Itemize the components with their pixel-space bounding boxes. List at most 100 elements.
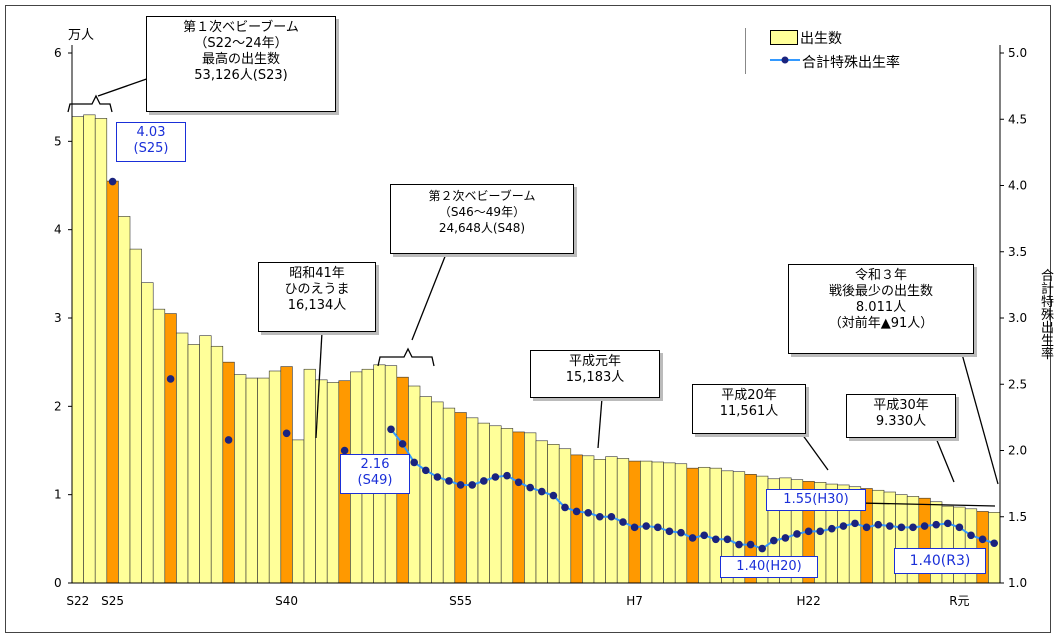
tfr-point [654,523,662,532]
x-tick-label: S22 [66,594,89,608]
tfr-label-r3: 1.40(R3) [894,548,986,574]
tfr-point [967,531,975,540]
birth-bar [872,489,885,584]
tfr-point [920,522,929,530]
birth-bar [698,466,711,584]
birth-bar [651,461,664,584]
tfr-point [700,531,708,540]
legend-label-tfr: 合計特殊出生率 [802,55,900,71]
tfr-label-h20: 1.40(H20) [720,556,818,578]
annotation-hinoeuma: 昭和41年 ひのえうま 16,134人 [258,262,376,332]
annotation-baby-boom-2: 第２次ベビーブーム （S46～49年） 24,648人(S48) [390,184,574,254]
birth-bar [199,335,212,584]
x-tick-label: H22 [796,594,820,608]
leader-line [597,397,603,449]
tfr-point [746,540,755,549]
birth-bar [210,345,224,584]
x-tick-label: H7 [626,594,643,608]
y-right-tick-label: 5.0 [1008,46,1027,60]
x-tick-label: S25 [101,594,124,608]
y-left-tick-label: 3 [54,311,62,325]
birth-bar [466,417,479,584]
tfr-point [398,440,407,448]
tfr-point [480,477,488,485]
tfr-point [340,446,349,455]
tfr-point [561,503,569,512]
birth-bar [524,432,537,584]
y-left-tick-label: 2 [54,399,62,413]
tfr-point [526,483,534,492]
birth-bar [257,377,270,584]
birth-bar [129,248,142,584]
tfr-label-s49: 2.16 (S49) [340,454,410,494]
annotation-baby-boom-1: 第１次ベビーブーム （S22～24年） 最高の出生数 53,126人(S23) [146,16,336,112]
birth-bar [222,361,235,584]
annotation-reiwa-3: 令和３年 戦後最少の出生数 8.011人 （対前年▲91人） [788,264,974,354]
x-tick-label: S55 [449,594,472,608]
birth-bar [106,180,119,584]
tfr-point [862,523,871,532]
birth-bar [442,407,456,584]
tfr-point [816,527,824,536]
birth-bar [419,396,432,584]
birth-bar [582,455,595,584]
birth-bar [118,216,131,584]
brace-baby-boom-1 [67,94,113,113]
tfr-point [619,518,627,526]
birth-bar [535,440,548,584]
birth-bar [176,332,189,584]
y-left-unit: 万人 [68,28,95,43]
tfr-point [491,473,500,481]
tfr-point [828,524,836,533]
birth-bar [187,344,200,584]
y-right-tick-label: 3.0 [1008,311,1027,325]
y-right-tick-label: 4.0 [1008,179,1027,193]
tfr-point [224,436,233,444]
tfr-point [596,512,604,521]
leader-line [801,433,829,471]
tfr-point [282,429,291,438]
y-left-tick-label: 1 [54,488,62,502]
birth-bar [489,425,502,584]
birth-bar [94,118,108,584]
birth-bar [454,412,467,584]
tfr-point [503,471,511,480]
birth-bar [686,467,699,584]
birth-bar [152,308,166,584]
tfr-point [108,177,117,186]
birth-bar [268,370,282,584]
tfr-point [804,527,813,536]
tfr-point [456,481,465,489]
birth-bar [164,313,177,584]
y-right-tick-label: 2.0 [1008,444,1027,458]
birth-bar [477,422,490,584]
tfr-point [781,534,790,542]
y-right-tick-label: 1.0 [1008,576,1027,590]
tfr-point [607,512,616,521]
tfr-point [410,458,419,467]
tfr-point [978,535,987,544]
legend-line-swatch [770,56,800,64]
annotation-heisei-1: 平成元年 15,183人 [530,350,660,398]
birth-bar [141,282,154,584]
tfr-point [851,519,859,528]
tfr-point [433,473,442,481]
tfr-label-h30: 1.55(H30) [766,489,866,511]
birth-bar [570,454,583,584]
tfr-point [584,508,592,517]
tfr-point [897,523,906,532]
y-left-tick-label: 4 [54,223,62,237]
tfr-point [387,425,395,434]
tfr-point [166,375,175,383]
tfr-point [468,481,477,489]
y-left-tick-label: 5 [54,134,62,148]
birth-bar [280,366,293,584]
birth-bar [663,462,676,584]
leader-line [935,437,955,483]
y-left-tick-label: 6 [54,46,62,60]
annotation-heisei-30: 平成30年 9.330人 [846,394,956,438]
legend-bar-swatch [770,30,798,45]
x-tick-label: S40 [275,594,298,608]
birth-bar [71,116,84,584]
birth-bar [674,463,688,584]
